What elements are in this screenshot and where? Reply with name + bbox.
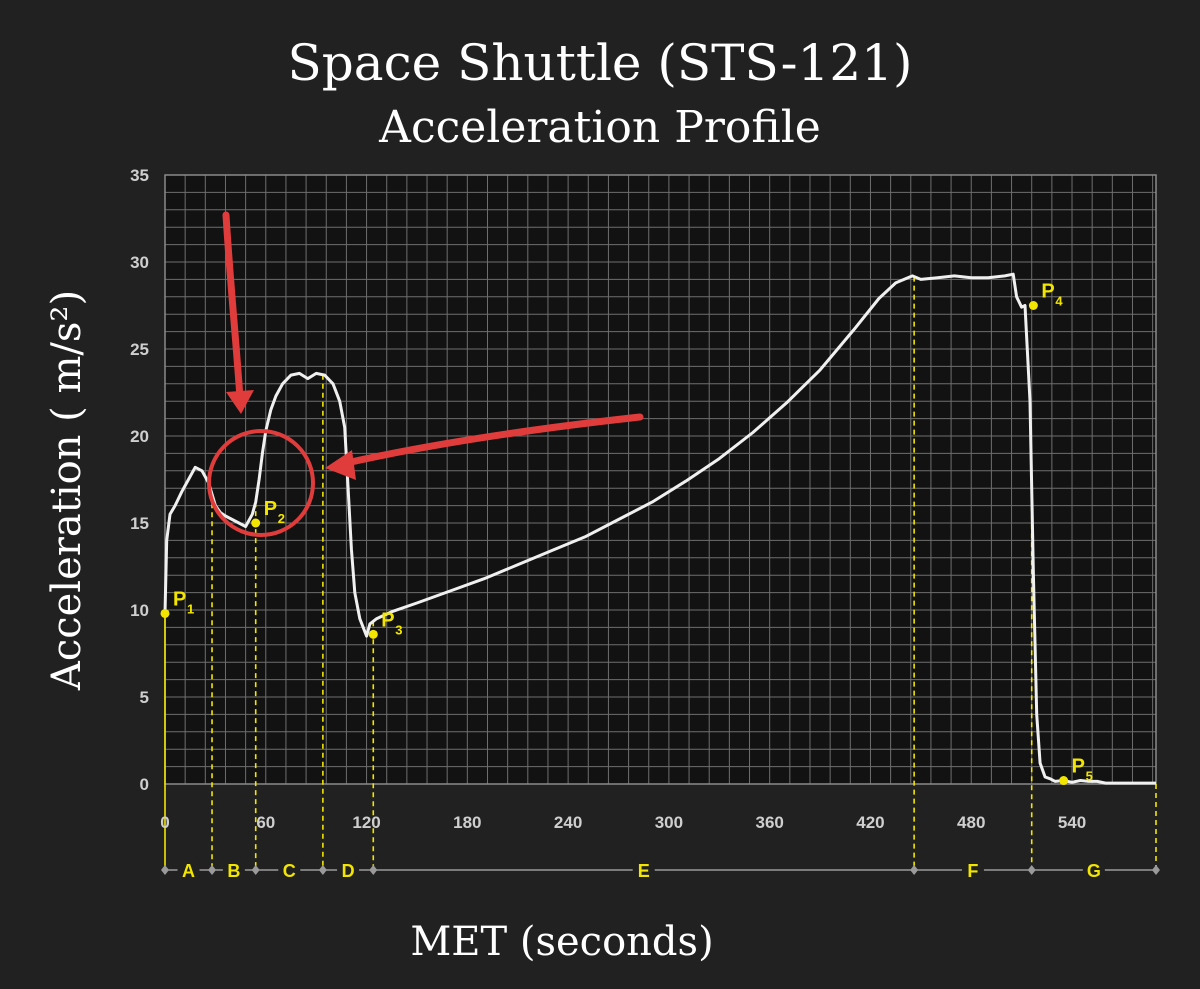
point-label-sub: 5 (1086, 769, 1093, 784)
y-tick-label: 35 (130, 166, 149, 185)
point-marker (1059, 776, 1069, 786)
x-tick-label: 60 (256, 813, 275, 832)
series-layer (163, 272, 1156, 785)
y-axis-ticks: 0 5 10 15 20 25 30 35 (130, 166, 149, 794)
point-markers: P 1P 2P 3P 4P 5 (160, 281, 1093, 786)
arrow-down-head (226, 390, 254, 414)
phase-label-bg (222, 859, 245, 881)
y-tick-label: 25 (130, 340, 149, 359)
x-tick-label: 360 (755, 813, 783, 832)
point-label: P (381, 609, 394, 631)
phase-tick (251, 865, 260, 875)
annotations (207, 211, 644, 537)
chart-subtitle: Acceleration Profile (378, 102, 821, 153)
phase-tick (910, 865, 919, 875)
phase-tick (1152, 865, 1160, 875)
point-marker (160, 608, 170, 618)
phase-tick (208, 865, 217, 875)
x-axis-title: MET (seconds) (410, 919, 713, 965)
phase-label: G (1087, 861, 1101, 881)
phase-label: E (638, 861, 650, 881)
phase-label: F (967, 861, 978, 881)
x-tick-label: 180 (453, 813, 481, 832)
phase-label-bg (177, 859, 200, 881)
x-tick-label: 480 (957, 813, 985, 832)
phase-label-bg (337, 859, 360, 881)
phase-label: B (227, 861, 240, 881)
point-marker (251, 518, 261, 528)
arrow-left-shaft (338, 413, 644, 468)
y-tick-label: 5 (140, 688, 149, 707)
phase-guides (164, 276, 1157, 872)
point-marker (368, 629, 378, 639)
point-label: P (173, 588, 186, 610)
chart-title: Space Shuttle (STS-121) (288, 34, 913, 92)
plot-border (164, 174, 1157, 785)
highlight-circle (207, 429, 315, 537)
phase-label-bg (961, 859, 984, 881)
point-label: P (264, 498, 277, 520)
phase-tick (161, 865, 169, 875)
point-marker (1028, 301, 1038, 310)
x-tick-label: 420 (856, 813, 884, 832)
phase-label: C (283, 861, 296, 881)
x-tick-label: 300 (655, 813, 683, 832)
phase-label-bg (1082, 859, 1105, 881)
phase-label-bg (278, 859, 301, 881)
y-tick-label: 15 (130, 514, 149, 533)
x-tick-label: 240 (554, 813, 582, 832)
arrow-left-head (325, 450, 356, 480)
phase-label-bg (632, 859, 655, 881)
point-label-sub: 1 (187, 601, 194, 616)
x-tick-label: 540 (1058, 813, 1086, 832)
phase-label: D (342, 861, 355, 881)
point-label-sub: 3 (395, 622, 402, 637)
point-label: P (1041, 281, 1054, 303)
phase-tick (318, 865, 327, 875)
x-tick-label: 0 (160, 813, 169, 832)
point-label: P (1072, 756, 1085, 778)
phase-label: A (182, 861, 195, 881)
y-tick-label: 10 (130, 601, 149, 620)
x-axis-ticks: 0 60 120 180 240 300 360 420 480 540 (160, 813, 1086, 832)
phase-tick (369, 865, 378, 875)
y-tick-label: 0 (140, 775, 149, 794)
y-tick-label: 20 (130, 427, 149, 446)
y-tick-label: 30 (130, 253, 149, 272)
point-label-sub: 4 (1055, 294, 1063, 309)
point-label-sub: 2 (278, 511, 285, 526)
x-tick-label: 120 (352, 813, 380, 832)
arrow-down-shaft (222, 211, 244, 402)
acceleration-curve (163, 272, 1156, 785)
y-axis-title: Acceleration ( m/s²) (44, 290, 90, 691)
phase-tick (1027, 865, 1036, 875)
phase-bar: A B C D E F G (161, 859, 1160, 881)
